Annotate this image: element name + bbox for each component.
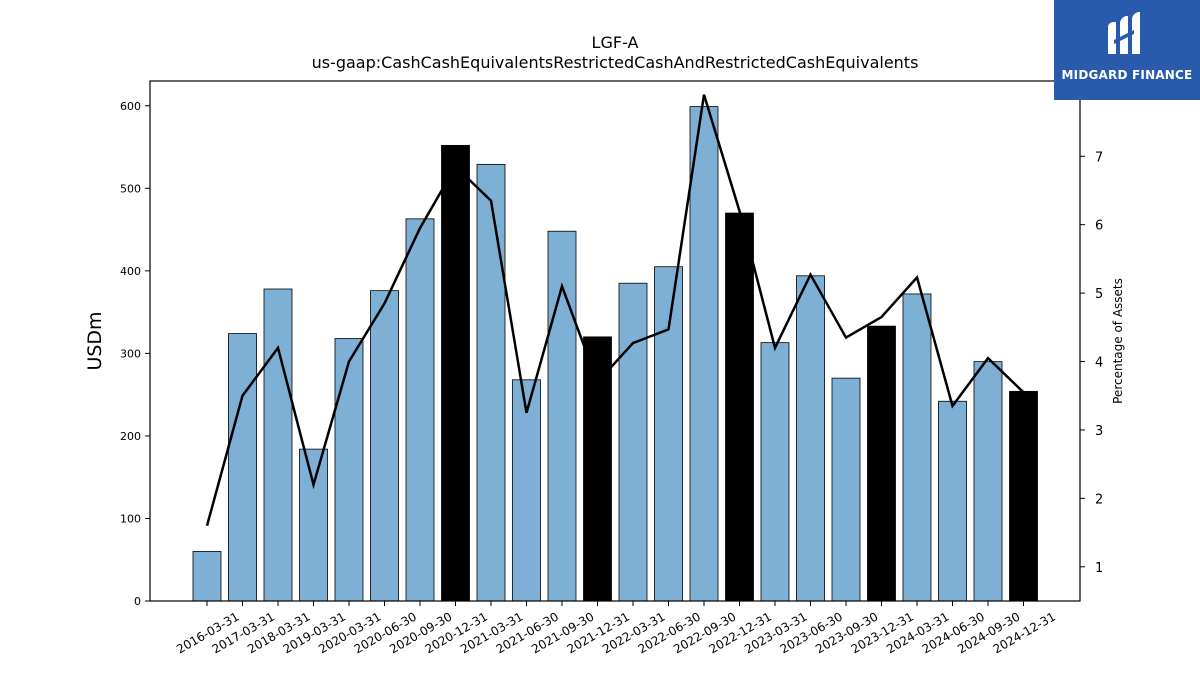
bar-2022-09-30 [689, 106, 719, 602]
y-tick-label: 200 [120, 430, 141, 443]
bar-2020-12-31 [441, 144, 470, 602]
y-axis-label: USDm [84, 311, 106, 370]
bar-2022-03-31 [618, 282, 648, 602]
bar-2022-12-31 [725, 212, 754, 602]
y-tick-label: 0 [134, 595, 141, 608]
bar-2021-03-31 [476, 163, 506, 602]
y2-tick-label: 6 [1095, 219, 1103, 234]
y2-tick-label: 2 [1095, 492, 1103, 507]
percentage-line [205, 94, 1025, 527]
y2-tick-label: 1 [1095, 561, 1103, 576]
bar-2017-03-31 [228, 333, 257, 602]
y2-tick-label: 4 [1095, 356, 1103, 371]
y-tick-label: 300 [120, 347, 141, 360]
logo: MIDGARD FINANCE [1054, 0, 1200, 100]
plot-frame [149, 80, 1081, 602]
bar-2024-12-31 [1009, 390, 1038, 602]
bar-2019-03-31 [299, 448, 328, 602]
bar-2016-03-31 [192, 551, 222, 602]
y2-tick-label: 7 [1095, 150, 1103, 165]
logo-text: MIDGARD FINANCE [1061, 68, 1193, 82]
y2-tick-label: 5 [1095, 287, 1103, 302]
y-tick-label: 500 [120, 182, 141, 195]
bar-2020-03-31 [334, 338, 364, 602]
bar-2021-12-31 [583, 336, 612, 602]
y-tick-label: 100 [120, 512, 141, 525]
bar-2023-09-30 [831, 377, 861, 602]
bar-2020-09-30 [405, 218, 435, 602]
bar-2018-03-31 [263, 288, 293, 602]
bar-2022-06-30 [654, 266, 683, 602]
bar-2024-09-30 [973, 361, 1003, 602]
chart-title: LGF-A [592, 33, 639, 52]
chart-subtitle: us-gaap:CashCashEquivalentsRestrictedCas… [312, 53, 919, 72]
bars-group [192, 106, 1038, 602]
logo-mark-icon [1108, 12, 1140, 54]
y-tick-label: 600 [120, 100, 141, 113]
bar-2020-06-30 [370, 290, 399, 602]
y-tick-label: 400 [120, 265, 141, 278]
bar-2024-03-31 [902, 293, 932, 602]
y2-tick-label: 3 [1095, 424, 1103, 439]
line-group [205, 94, 1025, 527]
bar-2023-03-31 [760, 342, 790, 602]
y2-axis-label: Percentage of Assets [1111, 278, 1125, 404]
bar-2024-06-30 [938, 400, 967, 602]
bar-2023-12-31 [867, 325, 896, 602]
bar-2021-09-30 [547, 230, 577, 602]
bar-2023-06-30 [796, 275, 825, 602]
bar-2021-06-30 [512, 379, 541, 602]
